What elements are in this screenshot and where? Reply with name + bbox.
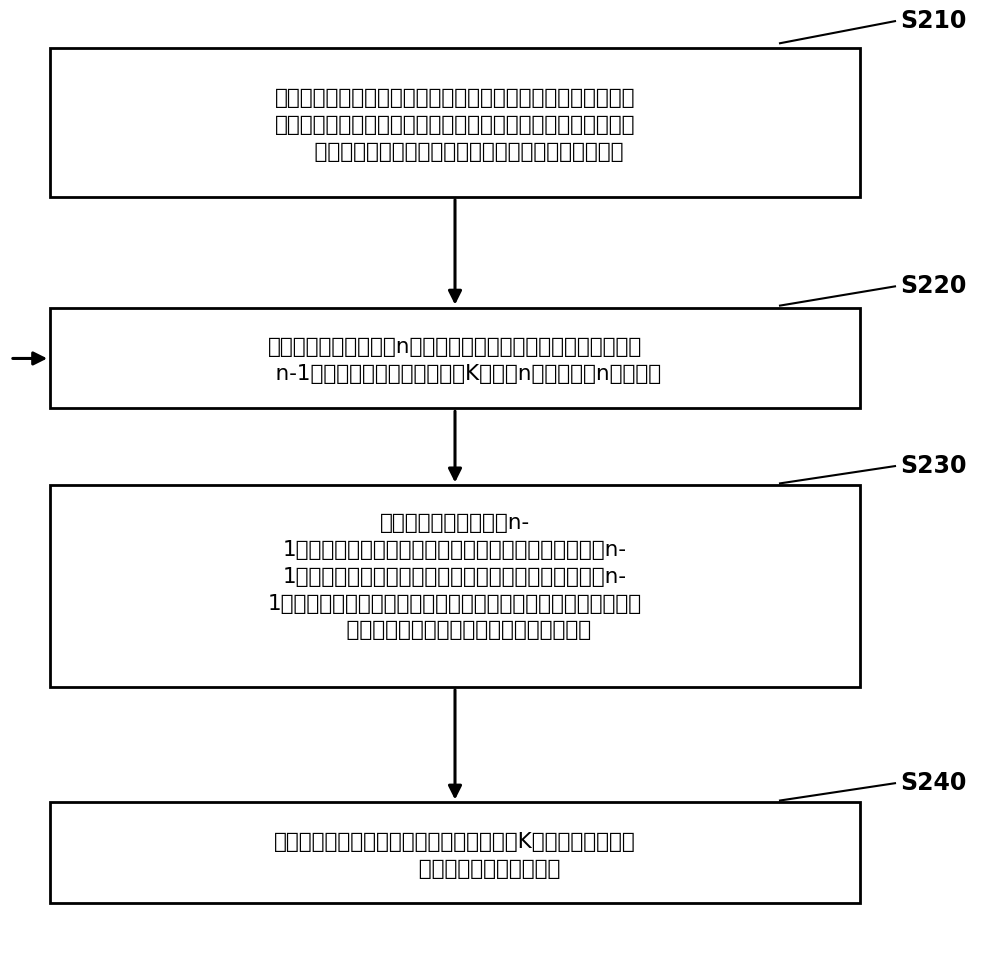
Text: S220: S220 <box>900 275 966 298</box>
Bar <box>50 485 860 687</box>
Bar <box>50 802 860 903</box>
Text: 进行比对的节点在同一层级中位于同一位次: 进行比对的节点在同一层级中位于同一位次 <box>319 621 591 640</box>
Bar <box>50 308 860 408</box>
Text: 1层级的待比对节点所对应的加密值和第二默克尔树的第n-: 1层级的待比对节点所对应的加密值和第二默克尔树的第n- <box>283 540 627 559</box>
Text: n-1层级的待比对节点，其中，K为小于n的正整数，n为正整数: n-1层级的待比对节点，其中，K为小于n的正整数，n为正整数 <box>248 364 662 383</box>
Text: S240: S240 <box>900 772 966 795</box>
Text: 根据第一默克尔树的第n层级的目标节点，确定第一默克尔树的第: 根据第一默克尔树的第n层级的目标节点，确定第一默克尔树的第 <box>268 337 642 357</box>
Text: S210: S210 <box>900 10 966 33</box>
Bar <box>50 48 860 197</box>
Text: S230: S230 <box>900 455 966 478</box>
Text: 获取第一默克尔树和第二默克尔树，其中，第一默克尔树的节点: 获取第一默克尔树和第二默克尔树，其中，第一默克尔树的节点 <box>275 88 635 108</box>
Text: 的节点是基于第二表数据中的对象数据的加密值得到的: 的节点是基于第二表数据中的对象数据的加密值得到的 <box>287 142 623 161</box>
Text: 1层级的目标节点，其中，第一默克尔树和第二默克尔树彼此之间: 1层级的目标节点，其中，第一默克尔树和第二默克尔树彼此之间 <box>268 594 642 613</box>
Text: 是基于第一表数据中的对象数据的加密值得到的，第二默克尔树: 是基于第一表数据中的对象数据的加密值得到的，第二默克尔树 <box>275 115 635 135</box>
Text: 比对第一默克尔树的第n-: 比对第一默克尔树的第n- <box>380 513 530 532</box>
Text: 1层级的节点所对应的加密值，以确定第一默克尔树的第n-: 1层级的节点所对应的加密值，以确定第一默克尔树的第n- <box>283 567 627 586</box>
Text: 应的对象数据为目标数据: 应的对象数据为目标数据 <box>350 859 560 878</box>
Text: 从第一表数据中，确定与第一默克尔树的第K层级的目标节点对: 从第一表数据中，确定与第一默克尔树的第K层级的目标节点对 <box>274 832 636 851</box>
